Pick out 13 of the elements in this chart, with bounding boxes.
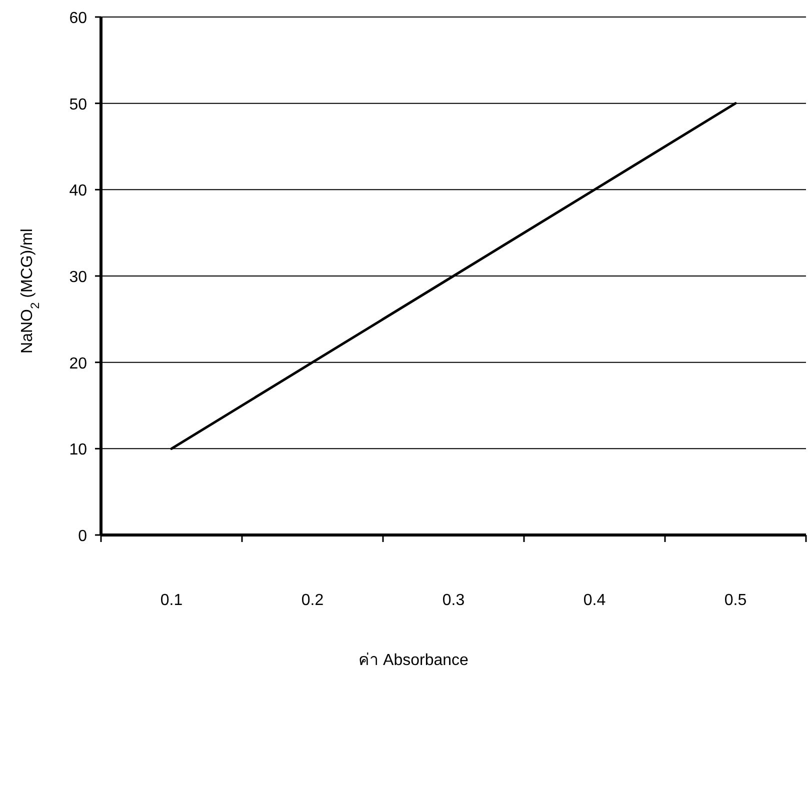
x-axis-title: ค่า Absorbance: [358, 652, 469, 669]
y-tick-label: 30: [69, 269, 88, 286]
y-tick-label: 40: [69, 182, 88, 200]
x-tick-label: 0.4: [583, 592, 606, 609]
x-tick-label: 0.1: [160, 592, 183, 609]
y-tick-label: 0: [78, 528, 88, 545]
x-tick-label: 0.2: [301, 592, 324, 609]
y-tick-label: 50: [69, 96, 88, 114]
y-tick-label: 10: [69, 442, 88, 459]
y-tick-label: 60: [69, 10, 88, 27]
x-tick-label: 0.5: [724, 592, 747, 609]
y-tick-label: 20: [69, 355, 88, 372]
x-tick-label: 0.3: [442, 592, 465, 609]
